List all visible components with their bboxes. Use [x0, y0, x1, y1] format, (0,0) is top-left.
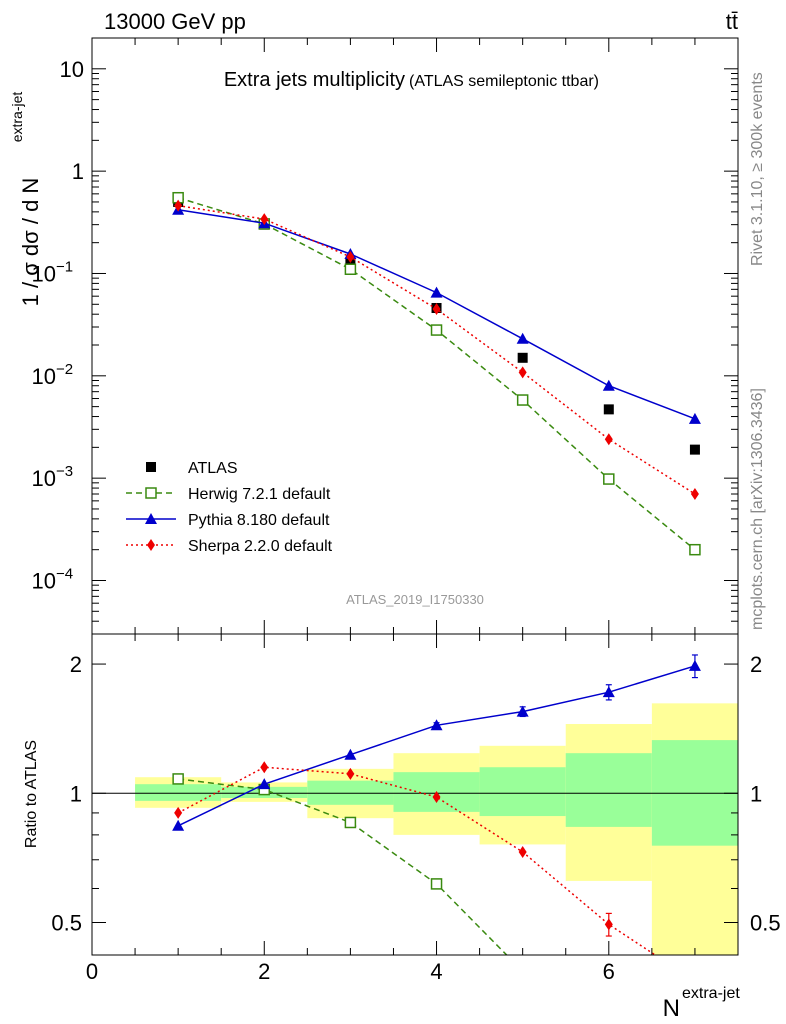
ratio-data-point — [174, 806, 183, 819]
mcplots-label: mcplots.cern.ch [arXiv:1306.3436] — [749, 388, 766, 630]
ratio-band-green — [565, 753, 652, 827]
energy-label: 13000 GeV pp — [104, 9, 246, 34]
ratio-data-point — [172, 773, 184, 785]
main-data-point — [603, 473, 615, 485]
legend-marker — [145, 513, 157, 524]
ratio-y-tick-label-left: 2 — [70, 652, 82, 677]
main-data-point — [689, 444, 700, 455]
x-axis-label-superscript: extra-jet — [682, 985, 740, 1002]
main-data-point — [346, 250, 355, 263]
process-label: tt̄ — [726, 9, 738, 34]
main-y-tick-exponent: −2 — [56, 361, 73, 378]
main-data-point — [518, 366, 527, 379]
ratio-data-point — [430, 878, 443, 890]
ratio-data-point — [344, 816, 357, 829]
ratio-y-axis-label: Ratio to ATLAS — [23, 740, 40, 848]
ratio-y-tick-label-right: 1 — [750, 781, 762, 806]
legend-marker — [147, 539, 155, 551]
x-tick-label: 4 — [430, 959, 442, 984]
main-y-tick-label: 10 — [32, 364, 56, 389]
legend-label: Herwig 7.2.1 default — [188, 486, 331, 503]
main-data-point — [688, 412, 701, 424]
x-axis-label: N — [663, 995, 680, 1022]
main-data-point — [430, 286, 443, 298]
main-y-tick-label: 10 — [32, 261, 56, 286]
ratio-data-point — [432, 791, 441, 804]
ratio-data-point — [258, 778, 271, 790]
ratio-series-line — [178, 778, 508, 955]
ratio-data-point — [260, 761, 269, 774]
main-series-line — [178, 204, 696, 495]
ratio-y-tick-label-left: 1 — [70, 781, 82, 806]
main-data-point — [430, 324, 443, 336]
main-data-point — [690, 488, 699, 501]
main-y-tick-label: 10 — [32, 568, 56, 593]
legend-marker — [145, 487, 157, 499]
legend-label: Pythia 8.180 default — [188, 512, 330, 529]
main-data-point — [516, 394, 529, 406]
ratio-data-point — [604, 918, 613, 931]
ratio-data-point — [172, 819, 185, 831]
main-data-point — [260, 213, 269, 226]
main-y-tick-label: 10 — [60, 57, 84, 82]
ratio-data-point — [430, 719, 443, 731]
rivet-label: Rivet 3.1.10, ≥ 300k events — [749, 72, 766, 266]
main-y-axis-label-superscript: extra-jet — [9, 92, 25, 143]
main-y-tick-exponent: −1 — [56, 258, 73, 275]
ratio-y-tick-label-right: 2 — [750, 652, 762, 677]
ratio-band-green — [479, 767, 566, 817]
main-y-tick-exponent: −3 — [56, 463, 73, 480]
main-data-point — [603, 404, 614, 415]
ratio-panel: 0.5 0.5 1 1 2 2 0 2 4 6 Ratio to ATLAS N extra-je… — [23, 633, 781, 1022]
x-tick-label: 6 — [603, 959, 615, 984]
main-data-point — [517, 352, 528, 363]
ratio-data-point — [518, 845, 527, 858]
main-y-axis-label: 1 / σ dσ / d N — [18, 178, 43, 307]
ratio-band-green — [135, 784, 222, 801]
main-data-point — [174, 199, 183, 212]
x-tick-label: 2 — [258, 959, 270, 984]
ratio-data-point — [602, 686, 615, 698]
analysis-annotation: ATLAS_2019_I1750330 — [346, 592, 484, 607]
main-data-point — [689, 543, 701, 556]
main-data-point — [516, 332, 529, 344]
ratio-data-layer — [172, 654, 701, 976]
x-tick-label: 0 — [86, 959, 98, 984]
main-y-tick-label: 10 — [32, 466, 56, 491]
chart-subtitle: (ATLAS semileptonic ttbar) — [409, 73, 599, 90]
ratio-data-point — [688, 659, 701, 671]
main-y-tick-label: 1 — [72, 159, 84, 184]
main-data-layer — [172, 191, 701, 556]
ratio-data-point — [346, 767, 355, 780]
ratio-axes-layer: 0.5 0.5 1 1 2 2 0 2 4 6 — [51, 634, 781, 984]
main-data-point — [432, 302, 441, 315]
ratio-data-point — [344, 748, 357, 760]
main-data-point — [344, 263, 357, 275]
ratio-y-tick-label-left: 0.5 — [51, 910, 82, 935]
legend-marker — [146, 462, 156, 472]
legend-label: Sherpa 2.2.0 default — [188, 538, 333, 555]
legend: ATLAS Herwig 7.2.1 default Pythia 8.180 de… — [126, 460, 333, 555]
main-data-point — [604, 433, 613, 446]
legend-label: ATLAS — [188, 460, 238, 477]
ratio-data-point — [518, 966, 528, 976]
ratio-data-point — [516, 705, 529, 717]
ratio-frame — [91, 633, 739, 956]
ratio-band-green — [307, 780, 394, 805]
main-data-point — [602, 379, 615, 391]
ratio-y-tick-label-right: 0.5 — [750, 910, 781, 935]
main-y-tick-exponent: −4 — [56, 565, 73, 582]
ratio-bands-layer — [135, 703, 738, 955]
chart-title: Extra jets multiplicity — [224, 69, 405, 91]
